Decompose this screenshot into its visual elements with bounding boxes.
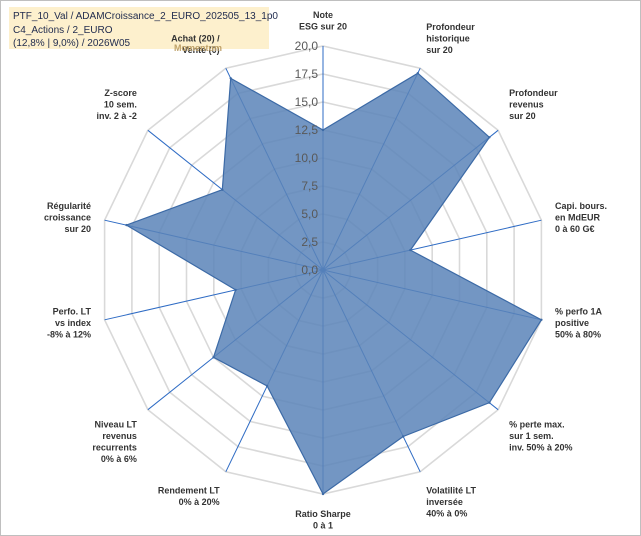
axis-label-7: Ratio Sharpe 0 à 1: [295, 509, 351, 531]
axis-label-line: Z-score: [104, 88, 137, 98]
series-point-12: [221, 188, 224, 191]
series-point-0: [321, 128, 325, 132]
series-point-7: [321, 492, 325, 496]
series-point-2: [488, 136, 491, 139]
series-point-4: [540, 318, 543, 321]
axis-label-line: sur 20: [64, 224, 91, 234]
axis-label-line: 40% à 0%: [426, 508, 467, 518]
tick-label-0: 0,0: [301, 263, 318, 277]
series-point-1: [416, 72, 419, 75]
axis-label-line: croissance: [44, 212, 91, 222]
axis-label-line: vs index: [55, 318, 91, 328]
axis-label-line: Profondeur: [426, 22, 475, 32]
radial-tick-labels: 0,0 2,5 5,0 7,5 10,0 12,5 15,0 17,5 20,0: [295, 39, 319, 277]
axis-label-line: 0 à 60 G€: [555, 224, 595, 234]
axis-label-line: Capi. bours.: [555, 201, 607, 211]
axis-label-2: Profondeur revenus sur 20: [509, 88, 558, 121]
axis-label-line: Profondeur: [509, 88, 558, 98]
axis-label-3: Capi. bours. en MdEUR 0 à 60 G€: [555, 201, 607, 234]
axis-label-line: Achat (20) /: [171, 34, 220, 44]
axis-label-line: ESG sur 20: [299, 22, 347, 32]
asset-class: C4_Actions / 2_EURO: [13, 24, 113, 36]
axis-label-6: Volatilité LT inversée 40% à 0%: [426, 485, 476, 518]
axis-label-line: positive: [555, 318, 589, 328]
axis-label-line: Ratio Sharpe: [295, 509, 351, 519]
axis-label-line: sur 1 sem.: [509, 431, 554, 441]
series-point-6: [402, 435, 405, 438]
axis-label-5: % perte max. sur 1 sem. inv. 50% à 20%: [509, 419, 572, 452]
axis-label-4: % perfo 1A positive 50% à 80%: [555, 307, 603, 340]
axis-label-line: 0% à 6%: [101, 454, 137, 464]
axis-label-line: Perfo. LT: [53, 307, 92, 317]
axis-label-line: -8% à 12%: [47, 330, 91, 340]
tick-label-1: 2,5: [301, 235, 318, 249]
axis-label-9: Niveau LT revenus recurrents 0% à 6%: [92, 419, 137, 464]
axis-label-8: Rendement LT 0% à 20%: [158, 485, 220, 507]
series-point-5: [488, 401, 491, 404]
series-point-9: [212, 356, 215, 359]
axis-label-line: Régularité: [47, 201, 91, 211]
tick-label-4: 10,0: [295, 151, 319, 165]
tick-label-2: 5,0: [301, 207, 318, 221]
axis-label-line: inversée: [426, 497, 463, 507]
series-point-10: [234, 288, 237, 292]
axis-label-10: Perfo. LT vs index -8% à 12%: [47, 307, 92, 340]
axis-label-line: Niveau LT: [95, 419, 138, 429]
performance-period: (12,8% | 9,0%) / 2026W05: [13, 38, 131, 49]
axis-label-line: % perte max.: [509, 419, 565, 429]
axis-label-1: Profondeur historique sur 20: [426, 22, 475, 55]
radar-series: [125, 72, 543, 496]
axis-label-line: en MdEUR: [555, 212, 601, 222]
series-point-13: [229, 77, 232, 80]
axis-label-line: Note: [313, 10, 333, 20]
axis-label-line: % perfo 1A: [555, 307, 603, 317]
axis-label-line: Vente (0): [182, 45, 220, 55]
axis-label-line: sur 20: [509, 111, 536, 121]
portfolio-info-box: PTF_10_Val / ADAMCroissance_2_EURO_20250…: [9, 7, 278, 49]
axis-label-line: 10 sem.: [104, 100, 137, 110]
axis-label-line: recurrents: [92, 442, 137, 452]
axis-label-line: sur 20: [426, 45, 453, 55]
axis-label-line: 0% à 20%: [179, 497, 220, 507]
axis-label-line: Volatilité LT: [426, 485, 476, 495]
series-point-8: [265, 384, 269, 388]
axis-label-12: Z-score 10 sem. inv. 2 à -2: [97, 88, 137, 121]
axis-label-line: revenus: [102, 431, 137, 441]
axis-labels: Note ESG sur 20 Profondeur historique sur 20…: [44, 10, 607, 531]
tick-label-8: 20,0: [295, 39, 319, 53]
tick-label-3: 7,5: [301, 179, 318, 193]
axis-label-13: Achat (20) / Vente (0): [171, 34, 220, 56]
axis-label-line: historique: [426, 34, 470, 44]
axis-label-line: inv. 2 à -2: [97, 111, 137, 121]
tick-label-7: 17,5: [295, 67, 319, 81]
axis-label-line: Rendement LT: [158, 485, 220, 495]
tick-label-5: 12,5: [295, 123, 319, 137]
momentum-label: Momentum: [174, 43, 222, 53]
tick-label-6: 15,0: [295, 95, 319, 109]
axis-label-line: 50% à 80%: [555, 330, 601, 340]
series-point-11: [125, 223, 128, 227]
axis-label-11: Régularité croissance sur 20: [44, 201, 91, 234]
series-point-3: [409, 248, 412, 252]
axis-label-line: revenus: [509, 100, 544, 110]
axis-label-line: inv. 50% à 20%: [509, 442, 572, 452]
series-area: [125, 72, 543, 495]
axis-label-line: 0 à 1: [313, 521, 333, 531]
portfolio-name: PTF_10_Val / ADAMCroissance_2_EURO_20250…: [13, 11, 278, 22]
axis-label-0: Note ESG sur 20: [299, 10, 347, 32]
